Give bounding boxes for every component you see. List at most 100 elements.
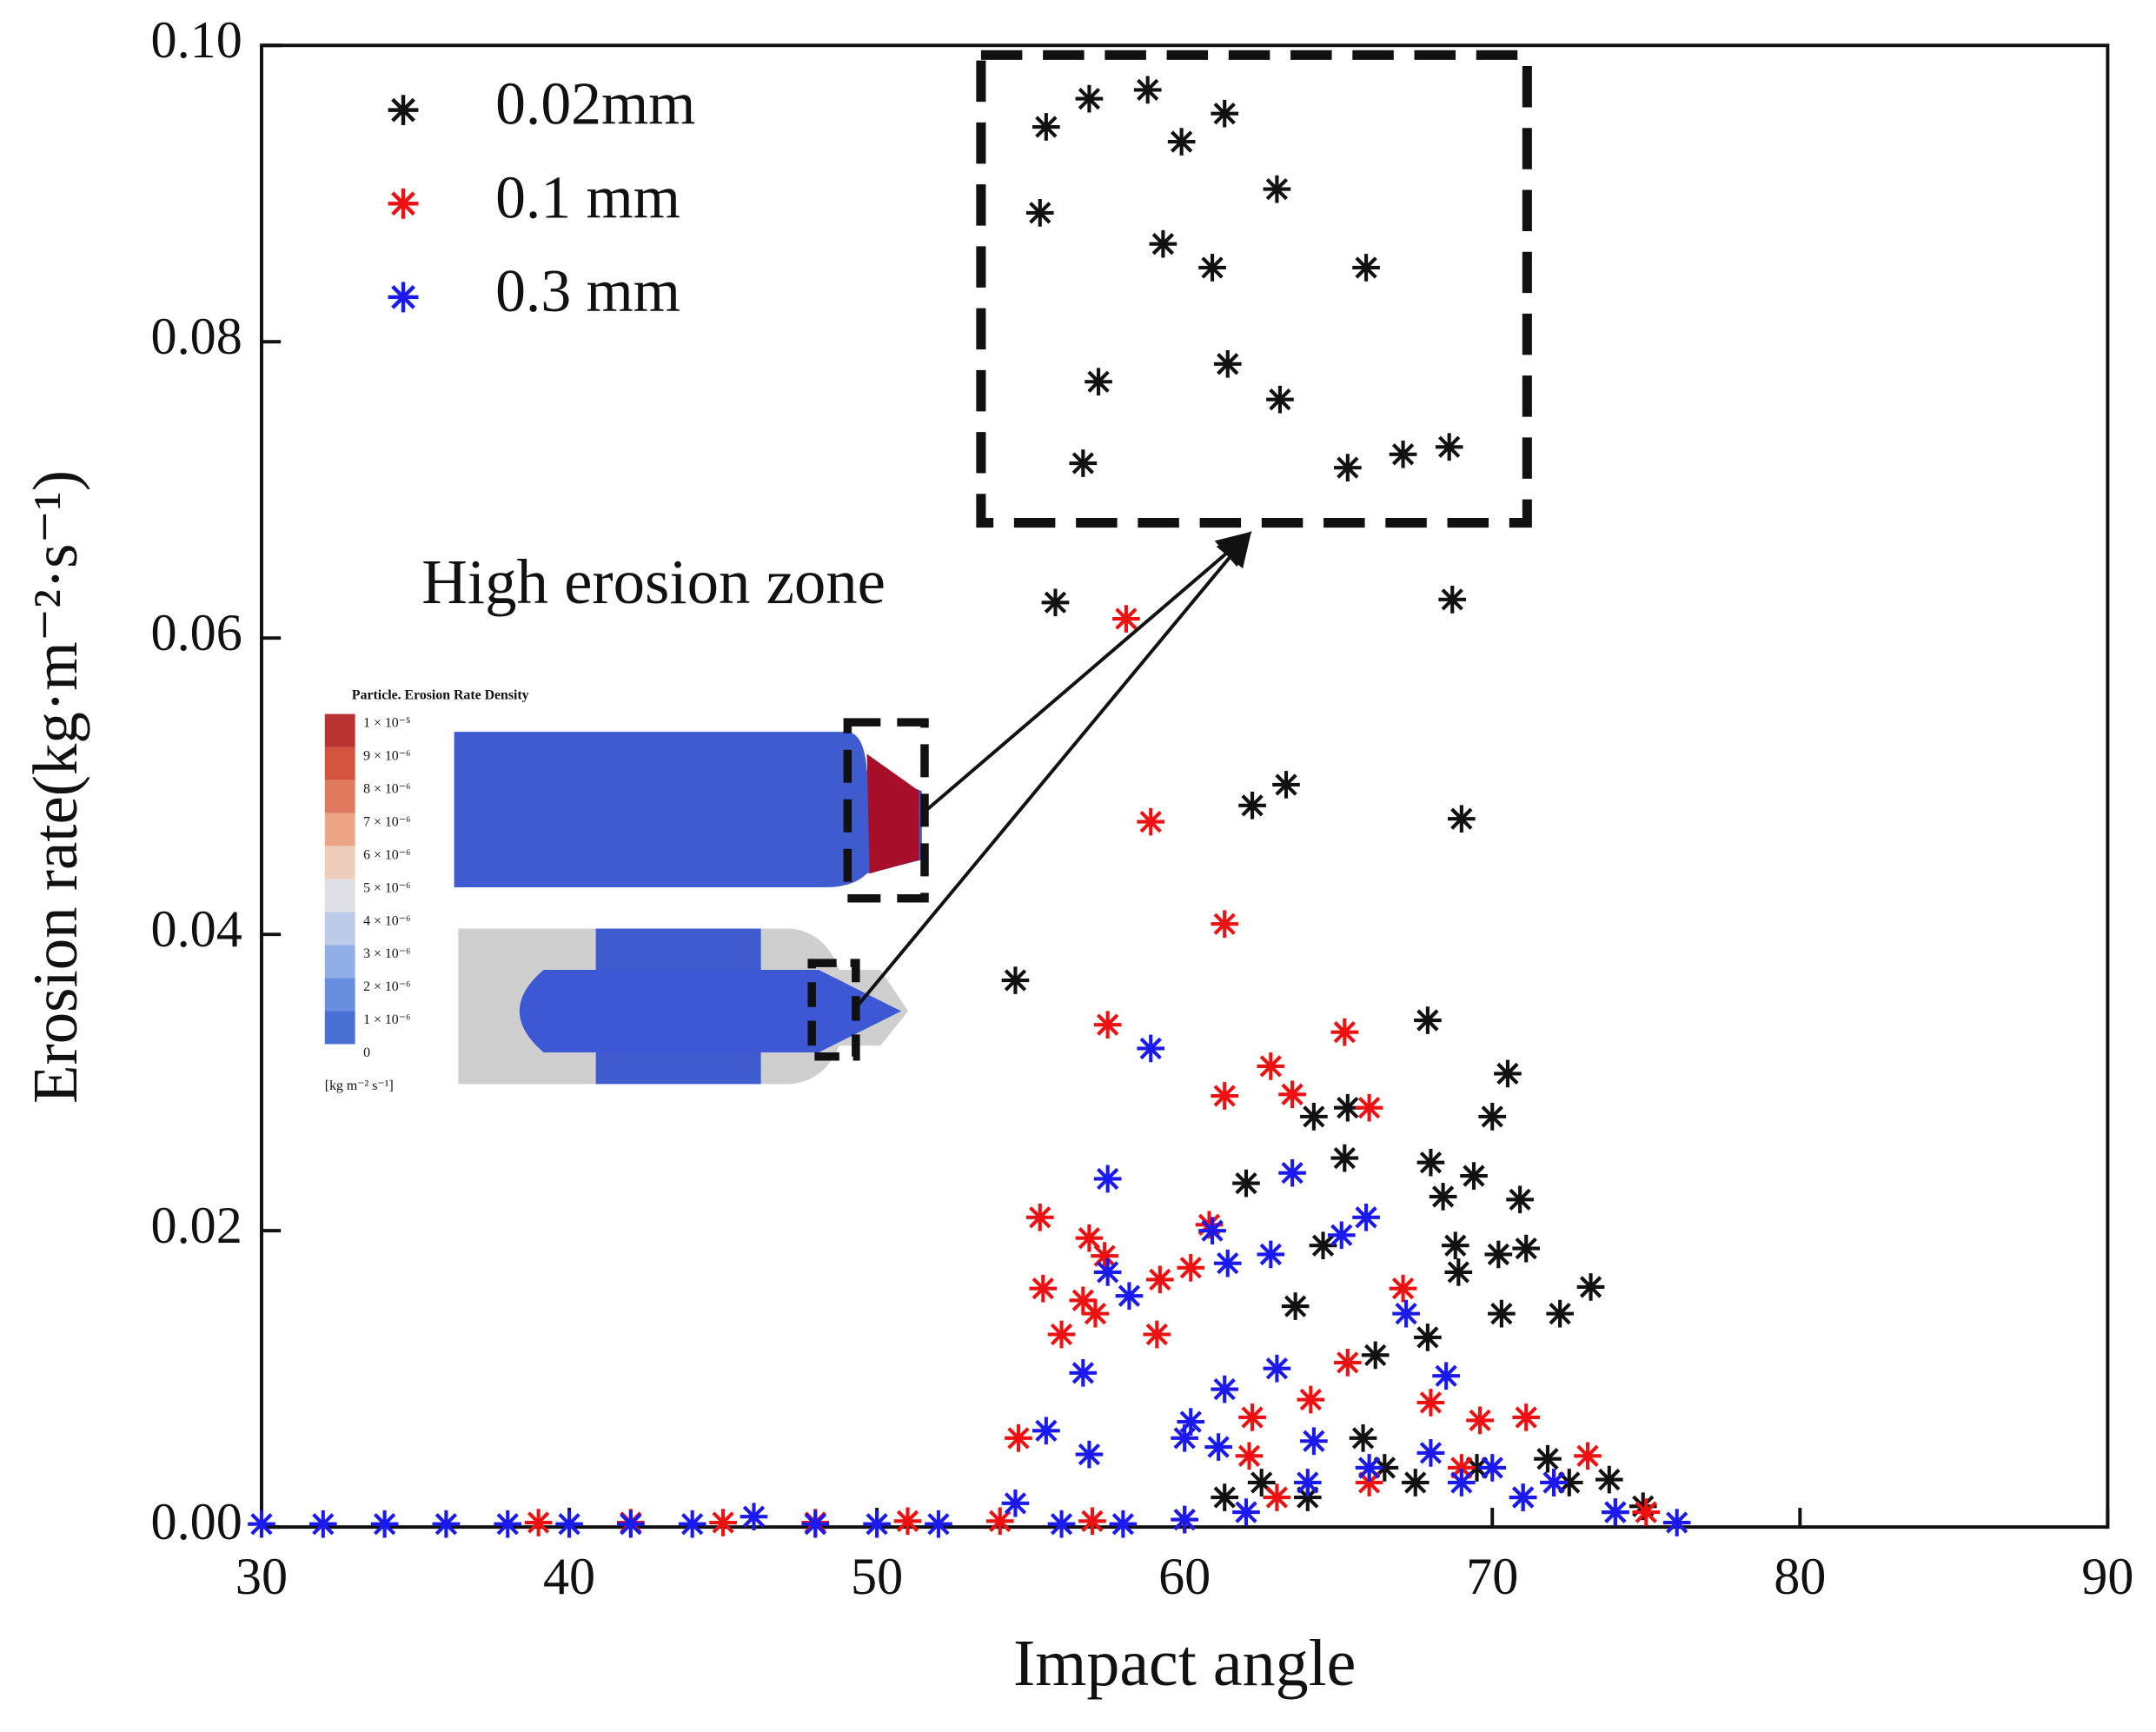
marker (1247, 1469, 1276, 1496)
marker (863, 1510, 891, 1538)
marker (1416, 1439, 1445, 1467)
legend-label: 0.1 mm (495, 164, 680, 231)
body-top (454, 732, 922, 888)
marker (1198, 1217, 1226, 1244)
marker (1093, 1011, 1122, 1039)
marker (308, 1510, 337, 1538)
marker (1334, 1093, 1362, 1122)
marker (1330, 1018, 1359, 1046)
marker (1032, 113, 1060, 141)
marker (1309, 1231, 1337, 1260)
colorbar-label: 8 × 10⁻⁶ (363, 781, 410, 796)
marker (1211, 1375, 1239, 1404)
marker (1075, 1440, 1104, 1469)
marker (1177, 1408, 1205, 1436)
marker (1414, 1006, 1442, 1034)
x-tick-label: 80 (1774, 1548, 1826, 1606)
marker (1534, 1444, 1562, 1473)
marker (1355, 1093, 1383, 1122)
marker (1093, 1258, 1122, 1286)
marker (1075, 84, 1104, 113)
marker (801, 1510, 830, 1538)
x-tick-label: 50 (851, 1548, 903, 1606)
marker (709, 1509, 737, 1536)
x-axis-label: Impact angle (1013, 1627, 1356, 1700)
colorbar-label: 1 × 10⁻⁶ (363, 1012, 410, 1027)
y-tick-label: 0.04 (151, 900, 242, 959)
marker (1448, 1454, 1476, 1482)
marker (1414, 1324, 1442, 1351)
marker (678, 1510, 707, 1538)
marker (1429, 1183, 1457, 1211)
arrow (852, 531, 1252, 1012)
marker (1506, 1185, 1534, 1214)
marker (524, 1509, 553, 1536)
marker (1171, 1424, 1199, 1452)
marker (1263, 175, 1291, 203)
marker (1211, 910, 1239, 939)
marker (1494, 1059, 1522, 1088)
marker (1177, 1253, 1205, 1282)
marker (1025, 199, 1054, 227)
marker (1109, 1510, 1138, 1538)
marker (1257, 1052, 1285, 1080)
marker (1512, 1404, 1541, 1431)
marker (1488, 1299, 1516, 1328)
marker (1330, 1144, 1359, 1172)
marker (1355, 1454, 1383, 1482)
annotation: High erosion zone (421, 547, 886, 617)
colorbar-label: 6 × 10⁻⁶ (363, 847, 410, 862)
marker (1478, 1103, 1507, 1131)
marker (1085, 368, 1112, 396)
marker (1238, 1404, 1266, 1431)
colorbar-label: 3 × 10⁻⁶ (363, 946, 410, 961)
colorbar-cell (324, 780, 355, 813)
x-tick-label: 30 (236, 1548, 288, 1606)
marker (1278, 1158, 1306, 1187)
marker (1112, 605, 1140, 633)
marker (1047, 1320, 1076, 1349)
marker (1352, 254, 1380, 282)
y-tick-label: 0.02 (151, 1197, 242, 1255)
marker (1278, 1080, 1306, 1109)
marker (1349, 1424, 1377, 1452)
marker (1081, 1299, 1110, 1328)
marker (1334, 1349, 1362, 1377)
marker (893, 1507, 922, 1536)
marker (1198, 254, 1226, 282)
marker (1232, 1169, 1260, 1198)
marker (1576, 1273, 1605, 1301)
marker (1595, 1465, 1623, 1494)
marker (740, 1503, 768, 1531)
marker (1078, 1507, 1106, 1536)
marker (1069, 1286, 1098, 1315)
y-tick-label: 0.00 (151, 1493, 242, 1551)
colorbar-cell (324, 945, 355, 979)
x-tick-label: 70 (1466, 1548, 1518, 1606)
marker (1297, 1385, 1325, 1414)
erosion-zone (866, 753, 919, 874)
marker (555, 1510, 583, 1538)
marker (1069, 1358, 1098, 1387)
y-tick-label: 0.06 (151, 604, 242, 662)
marker (1211, 1082, 1239, 1110)
colorbar-label: 5 × 10⁻⁶ (363, 880, 410, 895)
legend-label: 0.02mm (495, 71, 695, 138)
marker (1327, 1221, 1356, 1250)
marker (494, 1510, 522, 1538)
marker (1352, 1203, 1380, 1231)
colorbar-cell (324, 846, 355, 879)
marker (1069, 449, 1098, 477)
marker (1602, 1498, 1629, 1526)
marker (1629, 1492, 1657, 1521)
marker (1463, 1454, 1491, 1482)
marker (1091, 1242, 1118, 1270)
legend-marker (388, 95, 419, 126)
marker (1355, 1469, 1383, 1496)
marker (1005, 1424, 1032, 1452)
marker (1143, 1320, 1171, 1349)
marker (1448, 805, 1476, 833)
x-tick-label: 90 (2081, 1548, 2133, 1606)
x-tick-label: 60 (1158, 1548, 1211, 1606)
marker (1389, 440, 1417, 468)
